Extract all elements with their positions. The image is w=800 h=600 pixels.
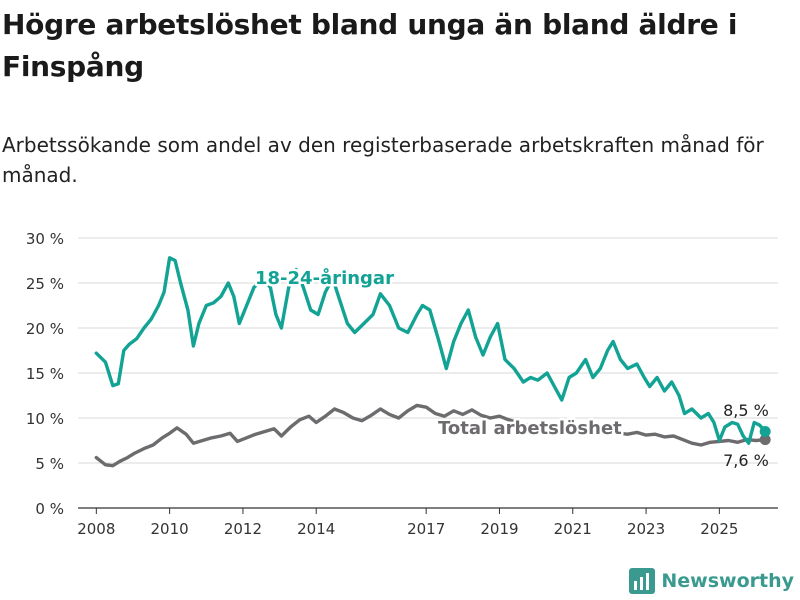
- y-tick-label: 30 %: [26, 230, 64, 248]
- x-tick-label: 2025: [700, 520, 738, 538]
- series-label-total: Total arbetslöshet: [438, 418, 622, 439]
- y-tick-label: 5 %: [35, 455, 64, 473]
- end-point-youth: [759, 426, 771, 437]
- series-lines: [94, 256, 771, 468]
- x-tick-label: 2019: [480, 520, 518, 538]
- x-tick-label: 2017: [407, 520, 445, 538]
- x-tick-label: 2010: [151, 520, 189, 538]
- y-tick-label: 20 %: [26, 320, 64, 338]
- y-tick-label: 15 %: [26, 365, 64, 383]
- y-tick-label: 25 %: [26, 275, 64, 293]
- end-value-youth: 8,5 %: [723, 401, 769, 420]
- x-tick-label: 2021: [554, 520, 592, 538]
- series-line-youth: [94, 256, 767, 445]
- x-tick-label: 2008: [77, 520, 115, 538]
- x-tick-label: 2023: [627, 520, 665, 538]
- x-tick-label: 2012: [224, 520, 262, 538]
- series-labels: 18-24-åringar Total arbetslöshet 8,5 % 7…: [253, 265, 769, 471]
- gridlines: [78, 237, 778, 509]
- brand-name: Newsworthy: [661, 570, 794, 592]
- chart-title: Högre arbetslöshet bland unga än bland ä…: [2, 8, 738, 83]
- y-tick-label: 0 %: [35, 500, 64, 518]
- chart-subtitle: Arbetssökande som andel av den registerb…: [2, 133, 764, 187]
- axes: 0 % 5 % 10 % 15 % 20 % 25 % 30 % 2008 2010 2012 20…: [26, 230, 739, 538]
- y-tick-label: 10 %: [26, 410, 64, 428]
- end-value-total: 7,6 %: [723, 451, 769, 470]
- newsworthy-logo: Newsworthy: [629, 568, 794, 594]
- x-tick-label: 2014: [297, 520, 335, 538]
- series-line-total: [94, 403, 767, 468]
- series-label-youth: 18-24-åringar: [255, 267, 394, 289]
- end-point-total: [759, 434, 771, 446]
- chart-logo-icon: [629, 568, 656, 594]
